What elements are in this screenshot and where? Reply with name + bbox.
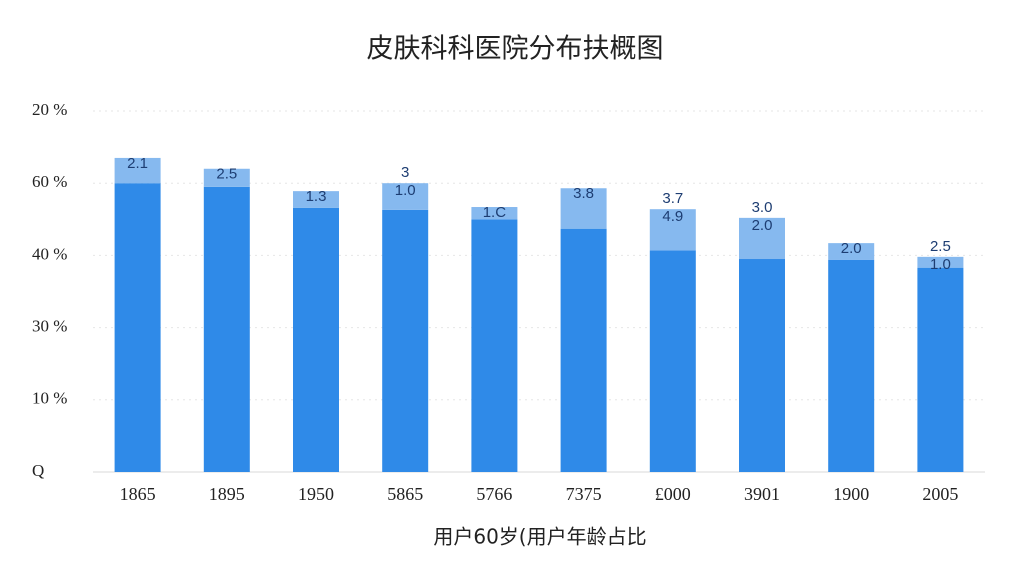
- bar-segment: [917, 267, 964, 472]
- x-tick-label: 7375: [566, 484, 602, 504]
- bar-segment: [739, 217, 785, 260]
- bar-segment: [382, 209, 429, 472]
- bar-label: 2.5: [930, 238, 951, 255]
- bar-segment: [203, 168, 250, 187]
- bar-label: 2.1: [127, 155, 148, 172]
- bar-segment: [917, 256, 964, 268]
- bar-segment: [828, 259, 875, 472]
- y-tick-label: Q: [32, 461, 44, 480]
- y-tick-label: 20 %: [32, 100, 67, 119]
- bar-segment: [293, 191, 339, 208]
- bar-segment: [828, 243, 875, 260]
- bar-label: 1.0: [930, 256, 951, 273]
- bar-label: 1.C: [483, 204, 507, 221]
- bar-segment: [649, 209, 696, 251]
- bar-segment: [649, 250, 696, 472]
- bar-segment: [203, 186, 250, 472]
- bar-segment: [114, 183, 161, 472]
- x-axis-label: 用户60岁(用户年龄占比: [433, 525, 646, 549]
- bar-label: 3.0: [752, 199, 773, 216]
- bar-segment: [471, 219, 518, 472]
- x-tick-label: 2005: [922, 484, 958, 504]
- y-tick-label: 60 %: [32, 172, 67, 191]
- x-tick-label: 1895: [209, 484, 245, 504]
- bar-label: 3.7: [662, 190, 683, 207]
- x-tick-label: 1865: [120, 484, 156, 504]
- x-tick-label: 1900: [833, 484, 869, 504]
- x-tick-label: 3901: [744, 484, 780, 504]
- bar-segment: [293, 207, 339, 473]
- bar-segment: [471, 207, 518, 220]
- bar-label: 3.8: [573, 185, 594, 202]
- bar-label: 1.3: [306, 188, 327, 205]
- chart-title: 皮肤科科医院分布扶概图: [367, 34, 664, 65]
- bar-label: 1.0: [395, 182, 416, 199]
- bar-segment: [560, 228, 607, 472]
- bar-label: 4.9: [662, 208, 683, 225]
- bar-segment: [114, 157, 161, 184]
- bar-label: 2.5: [216, 166, 237, 183]
- bar-segment: [382, 183, 429, 210]
- x-tick-label: 5865: [387, 484, 423, 504]
- bar-label: 2.0: [841, 240, 862, 257]
- x-tick-label: 1950: [298, 484, 334, 504]
- y-tick-label: 10 %: [32, 389, 67, 408]
- bar-label: 2.0: [752, 217, 773, 234]
- bar-label: 3: [401, 164, 409, 181]
- y-tick-label: 30 %: [32, 317, 67, 336]
- bar-segment: [560, 188, 607, 229]
- bar-segment: [739, 259, 785, 472]
- x-tick-label: £000: [655, 484, 691, 504]
- x-tick-label: 5766: [476, 484, 512, 504]
- y-tick-label: 40 %: [32, 244, 67, 263]
